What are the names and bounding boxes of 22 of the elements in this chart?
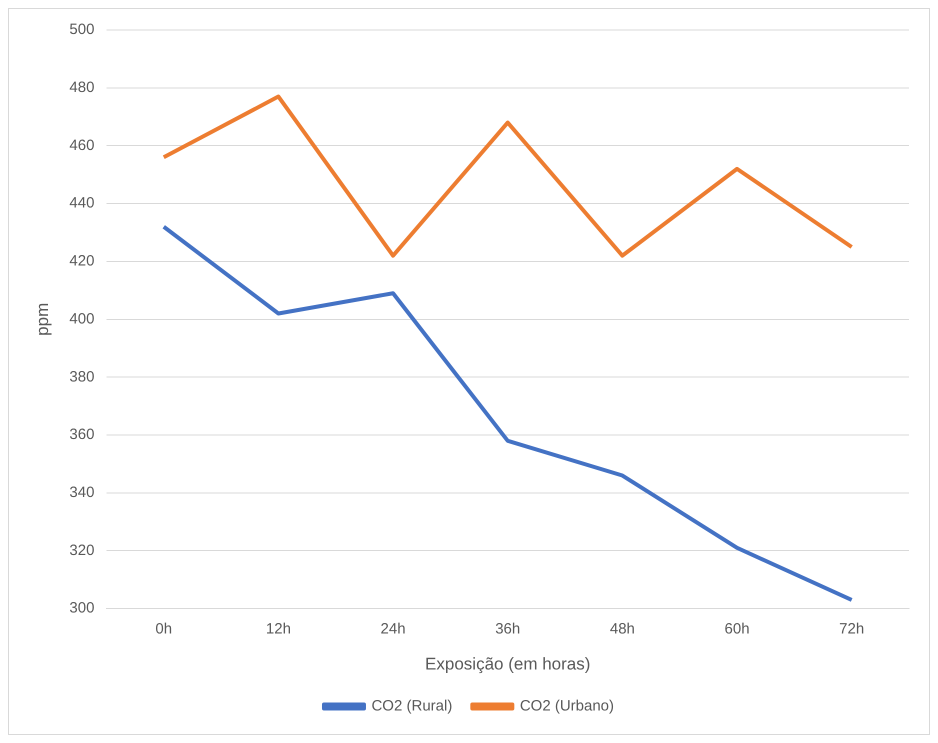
y-tick-label: 460 [69, 136, 94, 154]
x-tick-label: 36h [495, 620, 520, 638]
y-axis-title: ppm [32, 302, 52, 336]
x-axis-title: Exposição (em horas) [425, 654, 590, 674]
x-tick-label: 12h [266, 620, 291, 638]
legend-label: CO2 (Rural) [371, 698, 452, 715]
x-tick-label: 60h [724, 620, 750, 638]
x-tick-label: 48h [610, 620, 635, 638]
y-tick-label: 380 [69, 368, 94, 386]
y-tick-label: 420 [69, 252, 94, 270]
y-tick-label: 500 [69, 21, 94, 38]
x-tick-label: 24h [380, 620, 406, 638]
legend-label: CO2 (Urbano) [520, 698, 614, 715]
y-tick-label: 400 [69, 310, 94, 328]
y-tick-label: 440 [69, 194, 94, 212]
y-tick-label: 320 [69, 542, 94, 559]
y-tick-label: 360 [69, 426, 94, 444]
x-tick-label: 0h [155, 620, 172, 638]
y-tick-label: 480 [69, 79, 94, 96]
x-tick-label: 72h [839, 620, 864, 638]
y-tick-label: 300 [69, 600, 94, 617]
y-tick-label: 340 [69, 484, 94, 502]
